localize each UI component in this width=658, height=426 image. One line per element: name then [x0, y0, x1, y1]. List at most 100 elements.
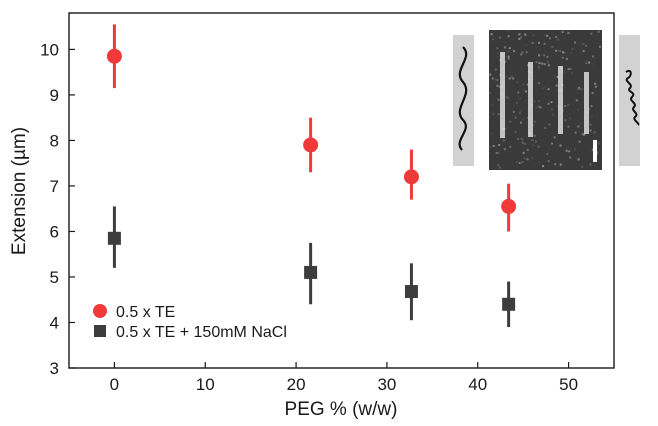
dna-strand-2 — [528, 62, 533, 137]
noise-speck — [518, 33, 521, 36]
inset-micrograph — [453, 30, 640, 170]
noise-speck — [594, 85, 597, 88]
data-point-series-2 — [304, 265, 318, 279]
noise-speck — [533, 100, 536, 103]
noise-speck — [544, 126, 547, 129]
noise-speck — [581, 133, 584, 136]
noise-speck — [554, 75, 557, 78]
noise-speck — [546, 34, 549, 37]
noise-speck — [495, 151, 498, 154]
noise-speck — [511, 115, 514, 118]
noise-speck — [497, 151, 500, 154]
noise-speck — [571, 48, 574, 51]
noise-speck — [574, 41, 577, 44]
noise-speck — [517, 98, 520, 101]
noise-speck — [547, 102, 550, 105]
noise-speck — [572, 92, 575, 95]
noise-speck — [542, 87, 545, 90]
noise-speck — [547, 160, 550, 163]
noise-speck — [534, 140, 537, 143]
noise-speck — [521, 161, 524, 164]
noise-speck — [559, 164, 562, 167]
y-tick-label: 9 — [50, 86, 59, 105]
noise-speck — [532, 124, 535, 127]
noise-speck — [546, 62, 549, 65]
noise-speck — [591, 148, 594, 151]
x-tick-label: 30 — [377, 375, 396, 394]
noise-speck — [550, 101, 553, 104]
data-point-series-1 — [106, 48, 122, 64]
noise-speck — [574, 148, 577, 151]
noise-speck — [548, 123, 551, 126]
noise-speck — [590, 105, 593, 108]
noise-speck — [520, 53, 523, 56]
dna-strand-4 — [584, 72, 589, 134]
noise-speck — [559, 50, 562, 53]
noise-speck — [521, 118, 524, 121]
noise-speck — [509, 120, 512, 123]
noise-speck — [546, 60, 549, 63]
noise-speck — [492, 38, 495, 41]
noise-speck — [585, 44, 588, 47]
noise-speck — [521, 51, 524, 54]
noise-speck — [569, 156, 572, 159]
noise-speck — [541, 62, 544, 65]
noise-speck — [538, 62, 541, 65]
noise-speck — [520, 36, 523, 39]
noise-speck — [525, 90, 528, 93]
noise-speck — [514, 131, 517, 134]
noise-speck — [490, 133, 493, 136]
noise-speck — [523, 89, 526, 92]
noise-speck — [548, 37, 551, 40]
noise-speck — [496, 79, 499, 82]
extended-dna-sketch — [458, 46, 468, 151]
noise-speck — [567, 32, 570, 35]
noise-speck — [551, 114, 554, 117]
noise-speck — [577, 125, 580, 128]
noise-speck — [489, 146, 492, 149]
noise-speck — [507, 50, 510, 53]
noise-speck — [547, 64, 550, 67]
y-tick-label: 6 — [50, 222, 59, 241]
noise-speck — [577, 87, 580, 90]
noise-speck — [589, 163, 592, 166]
noise-speck — [591, 115, 594, 118]
noise-speck — [571, 72, 574, 75]
x-tick-label: 10 — [196, 375, 215, 394]
noise-speck — [502, 139, 505, 142]
noise-speck — [535, 105, 538, 108]
x-tick-label: 20 — [287, 375, 306, 394]
noise-speck — [516, 137, 519, 140]
noise-speck — [505, 95, 508, 98]
noise-speck — [554, 163, 557, 166]
legend: 0.5 x TE 0.5 x TE + 150mM NaCl — [93, 304, 287, 341]
noise-speck — [531, 42, 534, 45]
noise-speck — [531, 139, 534, 142]
data-point-series-1 — [303, 137, 319, 153]
noise-speck — [537, 82, 540, 85]
noise-speck — [585, 60, 588, 63]
noise-speck — [496, 52, 499, 55]
legend-label-series-2: 0.5 x TE + 150mM NaCl — [116, 324, 287, 341]
noise-speck — [533, 120, 536, 123]
noise-speck — [517, 91, 520, 94]
noise-speck — [522, 83, 525, 86]
noise-speck — [489, 92, 492, 95]
noise-speck — [543, 93, 546, 96]
axis-ticks: 0 10 20 30 40 50 3 4 5 6 7 8 9 10 — [40, 40, 578, 394]
dna-strand-3 — [558, 66, 563, 134]
noise-speck — [532, 144, 535, 147]
noise-speck — [575, 99, 578, 102]
noise-speck — [509, 145, 512, 148]
noise-speck — [588, 108, 591, 111]
noise-speck — [589, 129, 592, 132]
noise-speck — [520, 137, 523, 140]
noise-speck — [580, 165, 583, 168]
y-tick-label: 7 — [50, 177, 59, 196]
noise-speck — [498, 85, 501, 88]
noise-speck — [555, 84, 558, 87]
noise-speck — [515, 102, 518, 105]
noise-speck — [543, 86, 546, 89]
noise-speck — [557, 43, 560, 46]
